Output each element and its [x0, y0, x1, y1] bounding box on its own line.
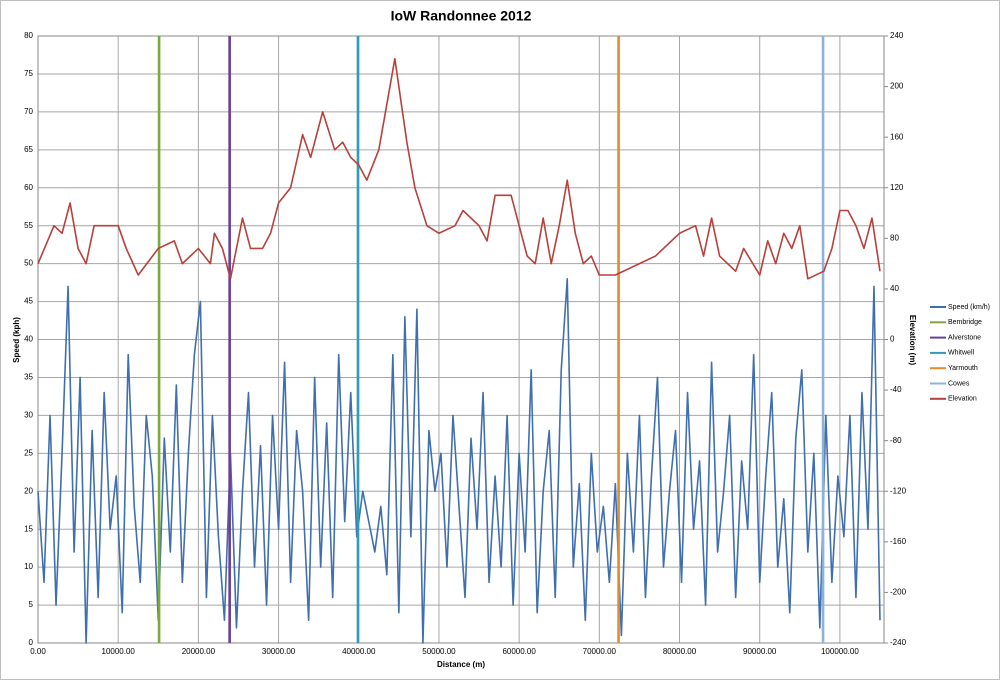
y-tick-label: 35	[24, 373, 33, 382]
x-tick-label: 10000.00	[102, 647, 136, 656]
y-tick-label: 55	[24, 221, 33, 230]
y-tick-label: 65	[24, 145, 33, 154]
y2-tick-label: -80	[890, 436, 902, 445]
y-tick-label: 45	[24, 297, 33, 306]
y2-tick-label: 120	[890, 183, 904, 192]
y-tick-label: 60	[24, 183, 33, 192]
y-tick-label: 25	[24, 448, 33, 457]
y-axis-title: Speed (kph)	[12, 317, 21, 363]
x-tick-label: 60000.00	[502, 647, 536, 656]
y2-tick-label: 200	[890, 82, 904, 91]
y2-tick-label: 160	[890, 132, 904, 141]
legend-label: Bembridge	[948, 319, 982, 326]
y2-tick-label: 0	[890, 335, 895, 344]
y2-tick-label: -200	[890, 588, 907, 597]
x-tick-label: 100000.00	[821, 647, 859, 656]
y2-tick-label: 80	[890, 233, 899, 242]
y2-tick-label: -120	[890, 486, 907, 495]
legend-label: Alverstone	[948, 334, 981, 341]
y-tick-label: 40	[24, 335, 33, 344]
y2-axis-title: Elevation (m)	[908, 315, 917, 366]
y-tick-label: 5	[29, 600, 34, 609]
plot-area	[37, 35, 885, 644]
y-tick-label: 50	[24, 259, 33, 268]
series-line	[37, 278, 881, 644]
y-tick-label: 80	[24, 31, 33, 40]
x-axis-title: Distance (m)	[437, 660, 485, 669]
legend-label: Yarmouth	[948, 365, 978, 372]
y-tick-label: 15	[24, 524, 33, 533]
legend-label: Speed (km/h)	[948, 304, 990, 311]
legend-label: Cowes	[948, 380, 970, 387]
x-tick-label: 0.00	[30, 647, 46, 656]
y2-tick-label: 40	[890, 284, 899, 293]
x-tick-label: 20000.00	[182, 647, 216, 656]
x-tick-label: 90000.00	[743, 647, 777, 656]
y-tick-label: 75	[24, 69, 33, 78]
x-tick-label: 50000.00	[422, 647, 456, 656]
y-tick-label: 10	[24, 562, 33, 571]
series-line	[37, 57, 881, 280]
y-tick-label: 30	[24, 410, 33, 419]
y2-tick-label: 240	[890, 31, 904, 40]
y2-tick-label: -240	[890, 638, 907, 647]
legend-label: Elevation	[948, 396, 977, 403]
y2-tick-label: -160	[890, 537, 907, 546]
x-tick-label: 70000.00	[583, 647, 617, 656]
y-tick-label: 20	[24, 486, 33, 495]
y2-tick-label: -40	[890, 385, 902, 394]
x-tick-label: 30000.00	[262, 647, 296, 656]
y-tick-label: 0	[29, 638, 34, 647]
y-tick-label: 70	[24, 107, 33, 116]
chart-title: IoW Randonnee 2012	[391, 8, 532, 24]
legend-label: Whitwell	[948, 350, 975, 357]
x-tick-label: 80000.00	[663, 647, 697, 656]
x-tick-label: 40000.00	[342, 647, 376, 656]
